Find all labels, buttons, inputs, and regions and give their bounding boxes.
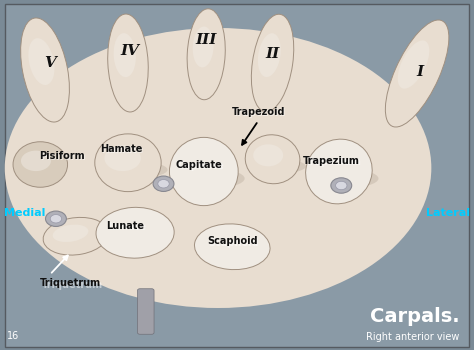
Text: I: I [416,65,423,79]
Ellipse shape [28,38,55,85]
Ellipse shape [193,27,214,68]
Ellipse shape [104,145,141,171]
Ellipse shape [180,151,217,181]
Ellipse shape [187,9,225,100]
Text: Trapezoid: Trapezoid [233,108,286,118]
Text: Pisiform: Pisiform [40,152,86,162]
Ellipse shape [315,152,352,181]
Text: Right anterior view: Right anterior view [366,332,460,342]
Ellipse shape [21,150,51,171]
Ellipse shape [385,20,449,127]
Text: 16: 16 [7,331,19,341]
Ellipse shape [13,142,68,187]
Text: Capitate: Capitate [176,160,222,169]
Text: Capitate: Capitate [177,161,224,170]
Text: III: III [195,33,217,47]
Ellipse shape [96,207,174,258]
Circle shape [153,176,174,191]
Ellipse shape [251,14,294,112]
Ellipse shape [5,28,431,308]
Ellipse shape [98,161,168,178]
Circle shape [50,215,62,223]
Ellipse shape [114,33,136,77]
Circle shape [158,180,169,188]
Ellipse shape [173,168,245,189]
Text: Carpals.: Carpals. [370,307,460,326]
Ellipse shape [108,217,150,240]
Text: II: II [265,47,280,61]
Ellipse shape [245,135,300,184]
Text: Trapezium: Trapezium [305,157,362,167]
Ellipse shape [249,159,306,174]
Ellipse shape [43,217,109,255]
Circle shape [336,181,347,190]
Circle shape [331,178,352,193]
Text: Triquetrum: Triquetrum [42,280,103,289]
FancyBboxPatch shape [137,289,154,334]
Ellipse shape [398,40,429,89]
Ellipse shape [21,18,69,122]
Text: Hamate: Hamate [100,144,142,154]
FancyBboxPatch shape [5,4,469,346]
Text: Pisiform: Pisiform [39,151,84,161]
Text: Trapezoid: Trapezoid [232,107,285,117]
Ellipse shape [258,33,281,77]
Ellipse shape [205,233,247,253]
Text: Triquetrum: Triquetrum [40,279,101,288]
Ellipse shape [95,134,161,192]
Text: Trapezium: Trapezium [303,156,360,166]
Ellipse shape [306,139,372,204]
Circle shape [46,211,66,226]
Ellipse shape [194,224,270,270]
Text: Lunate: Lunate [108,222,146,232]
Ellipse shape [53,225,88,242]
Ellipse shape [169,137,238,206]
Text: Hamate: Hamate [101,145,144,155]
Text: Lunate: Lunate [107,221,145,231]
Ellipse shape [253,144,283,166]
Text: Lateral: Lateral [426,209,470,218]
Ellipse shape [309,169,378,188]
Text: IV: IV [121,44,140,58]
Text: Medial: Medial [4,209,45,218]
Text: Scaphoid: Scaphoid [209,238,259,247]
Text: Scaphoid: Scaphoid [207,237,257,246]
Ellipse shape [108,14,148,112]
Text: V: V [44,56,56,70]
